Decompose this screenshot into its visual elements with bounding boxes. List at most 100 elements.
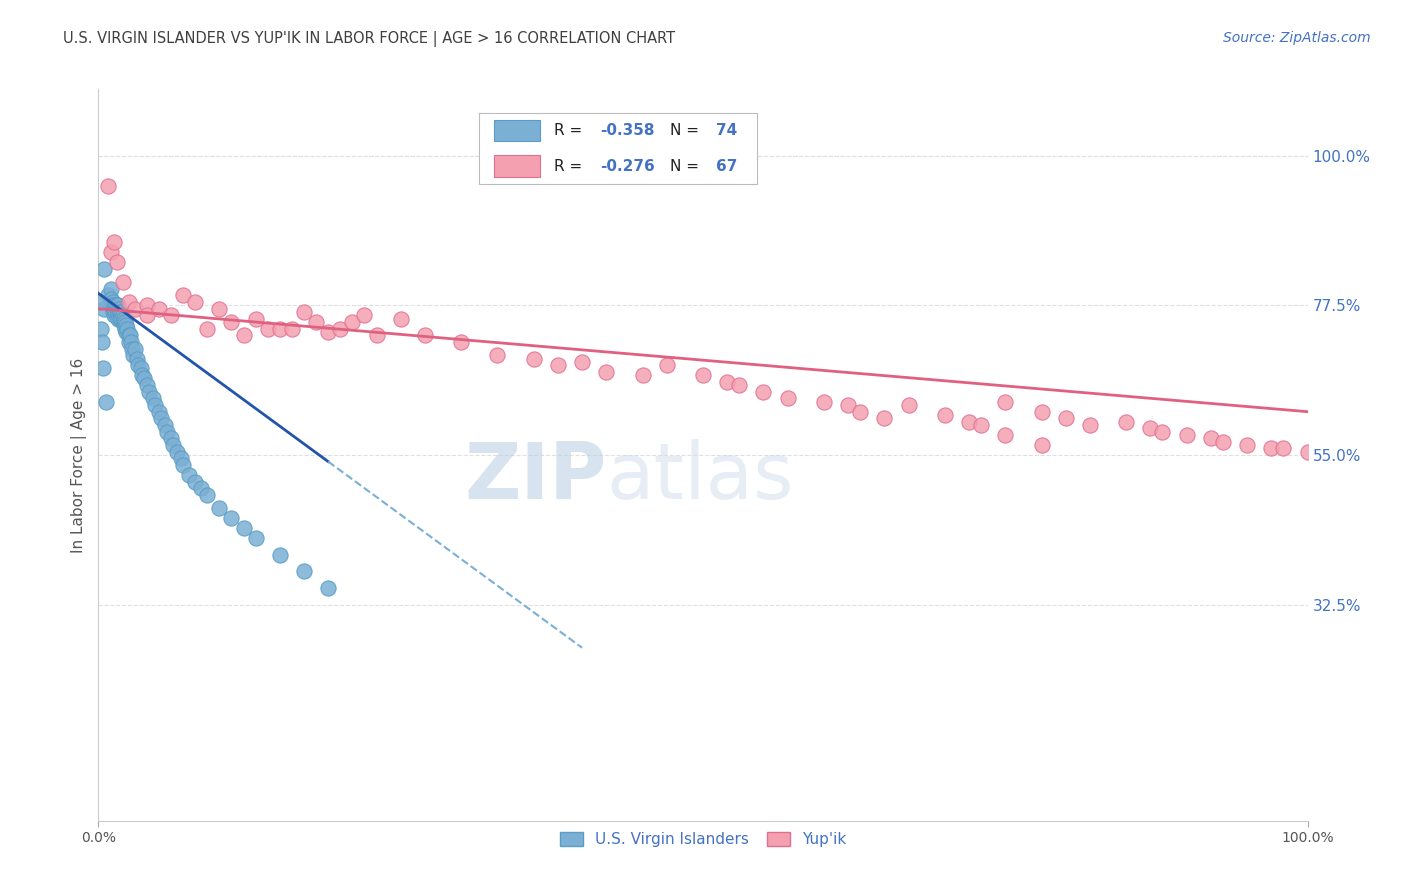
Bar: [494, 155, 540, 178]
Point: [1296, 444, 1319, 458]
Point: [1031, 438, 1053, 452]
Point: [245, 311, 267, 326]
Point: [1175, 428, 1198, 442]
Point: [208, 301, 231, 316]
Point: [156, 425, 179, 439]
Point: [103, 235, 125, 249]
Point: [169, 451, 191, 466]
Point: [118, 328, 141, 343]
Text: 74: 74: [716, 123, 738, 138]
Point: [1139, 421, 1161, 435]
Point: [184, 295, 207, 310]
Point: [142, 392, 165, 406]
Point: [97, 178, 120, 193]
Text: N =: N =: [671, 123, 704, 138]
Point: [105, 298, 128, 312]
Point: [121, 342, 143, 356]
Point: [934, 408, 956, 422]
Point: [100, 245, 122, 260]
Point: [269, 548, 291, 562]
Point: [107, 305, 129, 319]
Point: [111, 275, 134, 289]
Point: [547, 358, 569, 372]
Point: [655, 358, 678, 372]
Point: [150, 411, 173, 425]
Point: [111, 308, 134, 322]
Text: atlas: atlas: [606, 439, 794, 515]
Point: [190, 481, 212, 495]
Point: [134, 371, 156, 385]
Point: [114, 315, 136, 329]
Point: [595, 365, 617, 379]
FancyBboxPatch shape: [479, 112, 758, 185]
Point: [837, 398, 859, 412]
Point: [104, 298, 127, 312]
Point: [127, 358, 149, 372]
Point: [353, 308, 375, 322]
Point: [127, 351, 149, 366]
Point: [994, 394, 1017, 409]
Text: Source: ZipAtlas.com: Source: ZipAtlas.com: [1223, 31, 1371, 45]
Point: [342, 315, 364, 329]
Text: R =: R =: [554, 123, 588, 138]
Legend: U.S. Virgin Islanders, Yup'ik: U.S. Virgin Islanders, Yup'ik: [554, 826, 852, 854]
Point: [118, 334, 141, 349]
Text: N =: N =: [671, 159, 704, 174]
Point: [631, 368, 654, 383]
Point: [256, 321, 278, 335]
Point: [970, 417, 993, 432]
Point: [728, 378, 751, 392]
Point: [131, 368, 153, 383]
Point: [166, 444, 188, 458]
Point: [692, 368, 714, 383]
Point: [129, 361, 152, 376]
Point: [184, 475, 207, 489]
Point: [292, 305, 315, 319]
Point: [107, 311, 129, 326]
Point: [232, 328, 254, 343]
Point: [114, 321, 136, 335]
Text: R =: R =: [554, 159, 588, 174]
Point: [118, 328, 141, 343]
Point: [118, 295, 141, 310]
Text: 67: 67: [716, 159, 738, 174]
Point: [1115, 415, 1137, 429]
Point: [994, 428, 1017, 442]
Point: [160, 308, 183, 322]
Point: [195, 488, 218, 502]
Point: [305, 315, 328, 329]
Point: [413, 328, 436, 343]
Point: [105, 308, 128, 322]
Point: [329, 321, 352, 335]
Point: [135, 308, 157, 322]
Point: [91, 334, 114, 349]
Point: [101, 295, 124, 310]
Point: [103, 301, 125, 316]
Point: [112, 311, 135, 326]
Point: [100, 298, 122, 312]
Point: [93, 261, 115, 276]
Point: [97, 288, 120, 302]
Point: [366, 328, 388, 343]
Point: [221, 511, 243, 525]
Text: -0.276: -0.276: [600, 159, 655, 174]
Point: [89, 295, 111, 310]
Text: U.S. VIRGIN ISLANDER VS YUP'IK IN LABOR FORCE | AGE > 16 CORRELATION CHART: U.S. VIRGIN ISLANDER VS YUP'IK IN LABOR …: [63, 31, 675, 47]
Point: [101, 305, 124, 319]
Point: [172, 288, 194, 302]
Point: [450, 334, 472, 349]
Point: [112, 318, 135, 333]
Point: [389, 311, 412, 326]
Point: [107, 298, 129, 312]
Text: -0.358: -0.358: [600, 123, 655, 138]
Point: [111, 315, 134, 329]
Point: [1152, 425, 1174, 439]
Point: [716, 375, 738, 389]
Point: [316, 325, 339, 339]
Point: [208, 501, 231, 516]
Point: [849, 405, 872, 419]
Point: [1054, 411, 1077, 425]
Point: [100, 282, 122, 296]
Point: [1078, 417, 1101, 432]
Point: [1212, 434, 1234, 449]
